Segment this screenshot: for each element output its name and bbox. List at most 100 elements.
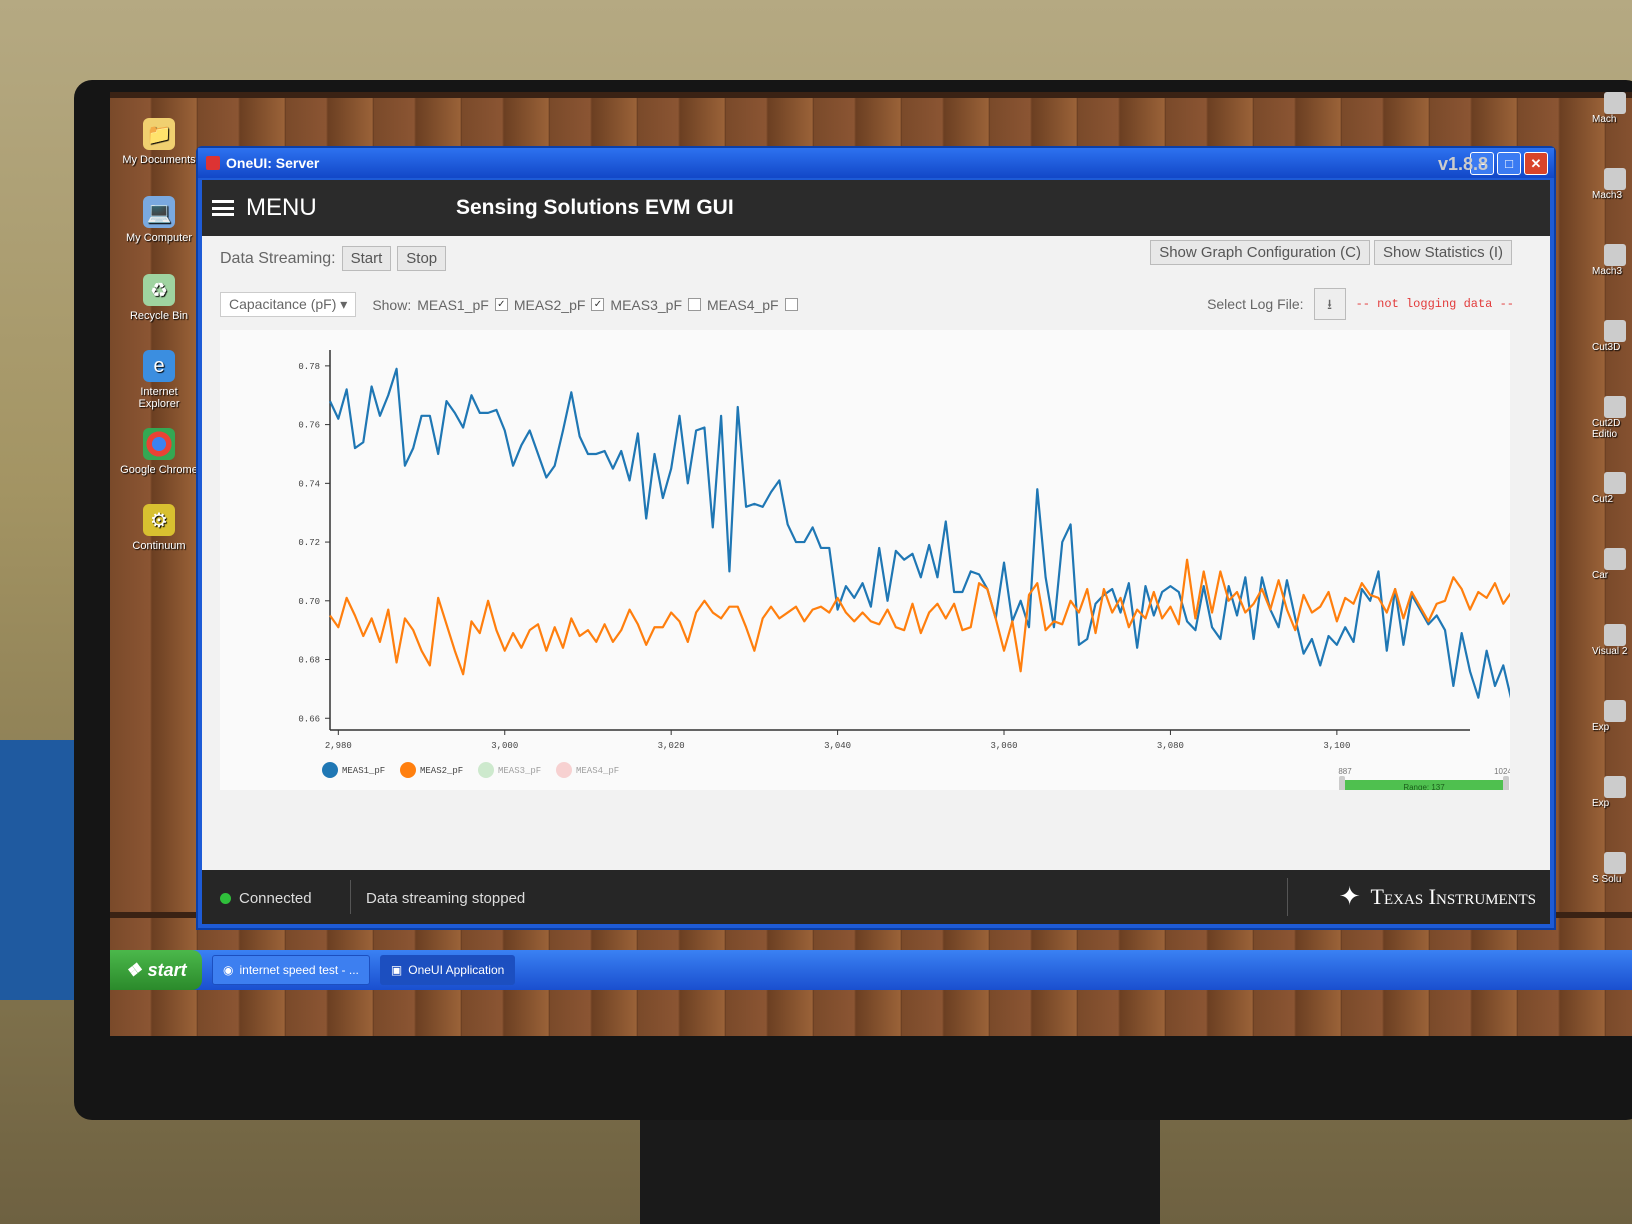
y-tick-label: 0.70 <box>298 597 320 607</box>
maximize-button[interactable]: □ <box>1497 152 1521 175</box>
download-icon[interactable]: ⭳ <box>1313 288 1346 320</box>
series-line-meas2-pf <box>329 558 1513 676</box>
app-client-area: MENU Sensing Solutions EVM GUI v1.8.8 Da… <box>202 154 1550 924</box>
desktop-icon-exp2[interactable]: Exp <box>1592 776 1632 820</box>
channel-meas4-checkbox[interactable] <box>784 298 798 311</box>
desktop-icon-label: Car <box>1592 570 1609 581</box>
y-tick-label: 0.68 <box>298 656 320 666</box>
desktop-icon-label: Mach <box>1592 114 1617 125</box>
desktop-icon-label: My Computer <box>125 232 193 244</box>
desktop-icon-mach3b[interactable]: Mach3 <box>1592 244 1632 288</box>
taskbar-item-oneui[interactable]: ▣ OneUI Application <box>379 955 516 985</box>
desktop-icon-label: Cut2 <box>1592 494 1614 505</box>
menu-label: MENU <box>246 194 317 221</box>
channel-meas3-checkbox[interactable] <box>688 298 702 311</box>
connected-dot-icon <box>220 893 231 904</box>
show-statistics-button[interactable]: Show Statistics (I) <box>1373 240 1512 265</box>
visual-icon <box>1604 624 1626 646</box>
mach3-icon <box>1604 168 1626 190</box>
log-file-controls: Select Log File: ⭳ -- not logging data -… <box>1207 288 1514 320</box>
monitor-stand <box>640 1120 1160 1224</box>
close-button[interactable]: ✕ <box>1524 152 1548 175</box>
taskbar: ❖ start ◉ internet speed test - ... ▣ On… <box>110 950 1632 990</box>
desktop-icon-label: Google Chrome <box>120 464 198 476</box>
desktop-icon-solu[interactable]: S Solu <box>1592 852 1632 896</box>
series-line-meas1-pf <box>329 367 1522 702</box>
app-version: v1.8.8 <box>1437 154 1488 174</box>
recycle-bin-icon: ♻ <box>143 274 175 306</box>
desktop-icon-exp[interactable]: Exp <box>1592 700 1632 744</box>
y-tick-label: 0.78 <box>298 362 320 372</box>
channel-meas1-checkbox[interactable]: ✓ <box>494 298 508 311</box>
internet-explorer-icon: e <box>143 350 175 382</box>
desktop-icon-label: Mach3 <box>1592 190 1623 201</box>
stop-button[interactable]: Stop <box>397 246 447 271</box>
taskbar-item-label: internet speed test - ... <box>239 963 359 977</box>
desktop-screen: 📁 My Documents 💻 My Computer ♻ Recycle B… <box>110 92 1632 1036</box>
legend-label: MEAS3_pF <box>498 766 541 776</box>
x-tick-label: 3,040 <box>824 741 851 751</box>
desktop-icon-label: Visual 2 <box>1592 646 1628 657</box>
desktop-icon-mach[interactable]: Mach <box>1592 92 1632 136</box>
desktop-icon-label: Recycle Bin <box>129 310 189 322</box>
desktop-icon-cut3d[interactable]: Cut3D <box>1592 320 1632 364</box>
desktop-icon-label: Continuum <box>132 540 186 552</box>
x-tick-label: 3,000 <box>491 741 518 751</box>
desktop-icon-car[interactable]: Car <box>1592 548 1632 592</box>
mach-icon <box>1604 92 1626 114</box>
chart-area: 0.66 0.68 0.70 0.72 0.74 0.76 0.78 2,980 3,000 3,… <box>220 330 1522 814</box>
show-graph-configuration-button[interactable]: Show Graph Configuration (C) <box>1150 240 1370 265</box>
desktop-icon-label: Cut2D Editio <box>1592 418 1621 440</box>
select-log-label: Select Log File: <box>1207 296 1304 312</box>
y-tick-label: 0.66 <box>298 714 320 724</box>
cut2-icon <box>1604 472 1626 494</box>
start-button[interactable]: ❖ start <box>110 950 202 990</box>
range-handle-left[interactable] <box>1339 776 1345 798</box>
desktop-icon-recycle-bin[interactable]: ♻ Recycle Bin <box>120 274 198 322</box>
desktop-icon-label: Mach3 <box>1592 266 1623 277</box>
connection-label: Connected <box>239 890 312 907</box>
start-button[interactable]: Start <box>341 246 392 271</box>
range-handle-right[interactable] <box>1503 776 1509 798</box>
continuum-icon: ⚙ <box>143 504 175 536</box>
desktop-icon-cut2[interactable]: Cut2 <box>1592 472 1632 516</box>
x-tick-label: 3,020 <box>658 741 685 751</box>
hamburger-icon <box>212 200 234 216</box>
measure-select[interactable]: Capacitance (pF) ▾ <box>220 292 357 317</box>
channel-meas2-checkbox[interactable]: ✓ <box>591 298 605 311</box>
menu-button[interactable]: MENU <box>212 194 317 222</box>
taskbar-item-browser[interactable]: ◉ internet speed test - ... <box>212 955 370 985</box>
minimize-button[interactable]: – <box>1470 152 1494 175</box>
show-label: Show: <box>372 296 412 313</box>
app-window-icon <box>206 156 220 170</box>
desktop-icon-mach3[interactable]: Mach3 <box>1592 168 1632 212</box>
desktop-icon-internet-explorer[interactable]: e Internet Explorer <box>120 350 198 410</box>
desktop-icon-my-documents[interactable]: 📁 My Documents <box>120 118 198 166</box>
cut2d-icon <box>1604 396 1626 418</box>
channel-meas1-label: MEAS1_pF <box>417 296 489 313</box>
status-separator <box>1287 878 1288 916</box>
desktop-icon-cut2d[interactable]: Cut2D Editio <box>1592 396 1632 440</box>
folder-icon: 📁 <box>143 118 175 150</box>
chrome-icon: ◉ <box>223 963 234 977</box>
window-title: OneUI: Server <box>226 155 320 171</box>
desktop-icon-my-computer[interactable]: 💻 My Computer <box>120 196 198 244</box>
window-titlebar[interactable]: OneUI: Server – □ ✕ <box>198 148 1554 178</box>
windows-logo-icon: ❖ <box>125 959 142 980</box>
start-label: start <box>147 959 187 980</box>
exp-icon <box>1604 776 1626 798</box>
exp-icon <box>1604 700 1626 722</box>
texas-instruments-logo: ✦ Texas Instruments <box>1339 882 1536 912</box>
legend-marker-meas3-pf <box>478 762 494 778</box>
oneui-icon: ▣ <box>390 963 403 977</box>
log-status: -- not logging data -- <box>1355 297 1514 311</box>
y-tick-label: 0.74 <box>298 479 320 489</box>
legend-marker-meas2-pf <box>400 762 416 778</box>
connection-status: Connected <box>220 890 312 907</box>
legend-label: MEAS4_pF <box>576 766 619 776</box>
desktop-icon-continuum[interactable]: ⚙ Continuum <box>120 504 198 552</box>
computer-icon: 💻 <box>143 196 175 228</box>
desktop-icon-google-chrome[interactable]: Google Chrome <box>120 428 198 476</box>
status-bar: Connected Data streaming stopped ✦ Texas… <box>202 870 1550 924</box>
desktop-icon-visual[interactable]: Visual 2 <box>1592 624 1632 668</box>
